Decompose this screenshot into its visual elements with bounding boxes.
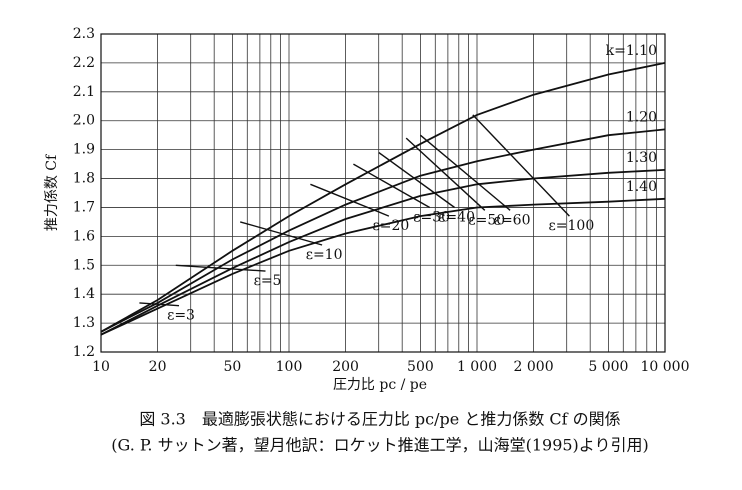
x-tick-label: 1 000 <box>457 359 497 375</box>
epsilon-line <box>419 134 511 211</box>
epsilon-line <box>310 183 390 217</box>
curve <box>100 169 666 336</box>
epsilon-label: ε=30 <box>413 209 450 225</box>
epsilon-label: ε=50 <box>468 212 505 228</box>
epsilon-line <box>240 221 323 246</box>
x-tick-label: 100 <box>276 359 303 375</box>
epsilon-line <box>353 163 431 209</box>
y-tick-label: 1.8 <box>73 171 95 187</box>
x-tick-label: 20 <box>149 359 167 375</box>
epsilon-line <box>139 302 180 307</box>
x-tick-label: 10 <box>92 359 110 375</box>
x-tick-label: 500 <box>407 359 434 375</box>
y-tick-label: 2.3 <box>73 26 95 42</box>
epsilon-label: ε=5 <box>254 273 282 289</box>
epsilon-label: ε=100 <box>549 218 595 234</box>
epsilon-label: ε=60 <box>494 212 531 228</box>
epsilon-label: ε=10 <box>306 247 343 263</box>
curve <box>100 62 666 333</box>
y-tick-label: 1.4 <box>73 286 95 302</box>
epsilon-line <box>405 137 486 211</box>
x-tick-label: 5 000 <box>588 359 628 375</box>
x-tick-label: 200 <box>332 359 359 375</box>
y-tick-label: 1.3 <box>73 315 95 331</box>
x-axis-label: 圧力比 pc / pe <box>333 377 427 393</box>
y-axis-label: 推力係数 Cf <box>44 153 60 231</box>
caption: 図 3.3 最適膨張状態における圧力比 pc/pe と推力係数 Cf の関係 <box>139 410 620 429</box>
epsilon-label: ε=20 <box>373 218 410 234</box>
epsilon-line <box>378 151 456 209</box>
y-tick-label: 1.6 <box>73 228 95 244</box>
epsilon-line <box>472 114 570 217</box>
epsilon-label: ε=40 <box>438 209 475 225</box>
legend-label: 1.40 <box>626 179 657 195</box>
curve <box>100 128 666 333</box>
x-tick-label: 50 <box>223 359 241 375</box>
legend-label: 1.20 <box>626 109 657 125</box>
y-tick-label: 2.1 <box>73 84 95 100</box>
legend-label: k=1.10 <box>606 43 657 59</box>
x-tick-label: 2 000 <box>514 359 554 375</box>
legend-label: 1.30 <box>626 150 657 166</box>
y-tick-label: 1.2 <box>73 344 95 360</box>
x-tick-label: 10 000 <box>641 359 690 375</box>
curve <box>100 197 666 336</box>
caption: (G. P. サットン著，望月他訳：ロケット推進工学，山海堂(1995)より引用… <box>111 436 648 455</box>
y-tick-label: 1.9 <box>73 142 95 158</box>
epsilon-line <box>175 264 266 272</box>
y-tick-label: 2.0 <box>73 113 95 129</box>
y-tick-label: 2.2 <box>73 55 95 71</box>
y-tick-label: 1.5 <box>73 257 95 273</box>
epsilon-label: ε=3 <box>167 308 195 324</box>
plot-frame <box>100 33 666 353</box>
y-tick-label: 1.7 <box>73 199 95 215</box>
